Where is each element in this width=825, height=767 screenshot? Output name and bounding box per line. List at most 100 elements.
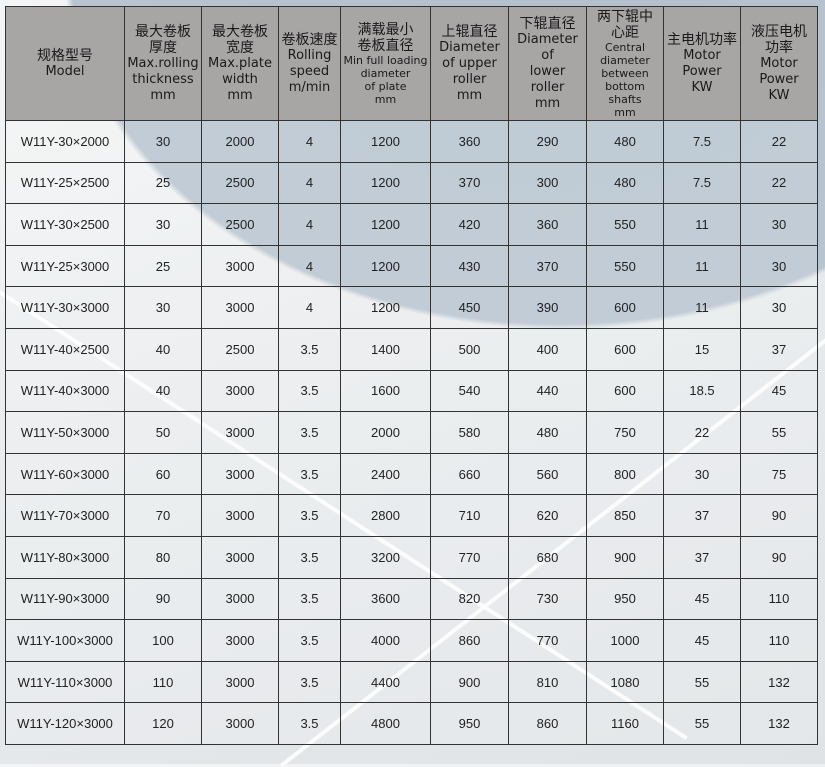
table-cell: 480 — [586, 161, 664, 205]
header-en: of — [541, 47, 554, 63]
table-cell: 370 — [430, 161, 509, 205]
table-cell: 3.5 — [278, 577, 341, 621]
table-cell: 30 — [740, 244, 818, 288]
table-cell: 3000 — [201, 286, 279, 329]
table-cell: 400 — [508, 327, 587, 371]
table-cell: 3000 — [201, 244, 279, 288]
spec-table: 规格型号 Model 最大卷板厚度 Max.rolling thickness mm 最大卷… — [5, 6, 818, 745]
table-row: W11Y-30×2500 30 2500 4 1200 420 360 550 11 30 — [5, 203, 818, 246]
table-cell: 390 — [508, 286, 587, 329]
table-cell: 100 — [124, 619, 202, 662]
table-cell: 300 — [508, 161, 587, 205]
table-row: W11Y-40×2500 40 2500 3.5 1400 500 400 600 15 37 — [5, 327, 818, 371]
header-en: diameter — [600, 53, 650, 67]
column-header: 最大卷板厚度 Max.rolling thickness mm — [124, 6, 202, 121]
table-cell: 3000 — [201, 660, 279, 704]
table-cell: 620 — [508, 494, 587, 537]
table-cell: 40 — [124, 327, 202, 371]
table-cell: 1400 — [340, 327, 431, 371]
column-header: 两下辊中心距 Central diameter between bottom shaft… — [586, 6, 664, 121]
table-cell: 37 — [740, 327, 818, 371]
table-cell: 25 — [124, 161, 202, 205]
table-cell: 810 — [508, 660, 587, 704]
table-cell: 730 — [508, 577, 587, 621]
table-cell: 3.5 — [278, 452, 341, 496]
header-en: Motor — [683, 47, 721, 63]
table-cell: 290 — [508, 120, 587, 163]
header-en: Diameter — [439, 39, 500, 55]
table-cell: 45 — [663, 619, 741, 662]
header-en: Min full loading — [343, 53, 428, 67]
table-cell: 430 — [430, 244, 509, 288]
table-cell: 1600 — [340, 369, 431, 413]
table-cell: 560 — [508, 452, 587, 496]
table-cell: 50 — [124, 411, 202, 454]
table-cell: 55 — [740, 411, 818, 454]
table-cell: 860 — [508, 702, 587, 745]
table-cell: 1200 — [340, 203, 431, 246]
table-cell: 90 — [740, 535, 818, 579]
column-header: 下辊直径 Diameter of lower roller mm — [508, 6, 587, 121]
table-cell: 600 — [586, 327, 664, 371]
table-cell: 750 — [586, 411, 664, 454]
table-cell: 2500 — [201, 161, 279, 205]
table-cell: 950 — [586, 577, 664, 621]
table-cell: 132 — [740, 702, 818, 745]
header-en: speed — [289, 63, 330, 79]
header-en: mm — [534, 95, 561, 111]
table-cell: 3000 — [201, 494, 279, 537]
header-en: Power — [682, 63, 722, 79]
header-zh: 下辊直径 — [519, 15, 576, 32]
table-cell: 550 — [586, 203, 664, 246]
column-header: 液压电机功率 Motor Power KW — [740, 6, 818, 121]
column-header: 规格型号 Model — [5, 6, 125, 121]
table-cell: 1200 — [340, 161, 431, 205]
table-cell: 4 — [278, 203, 341, 246]
table-cell: 3.5 — [278, 535, 341, 579]
header-en: m/min — [288, 79, 331, 95]
table-cell: W11Y-90×3000 — [5, 577, 125, 621]
table-cell: W11Y-40×3000 — [5, 369, 125, 413]
table-cell: W11Y-30×3000 — [5, 286, 125, 329]
table-cell: W11Y-25×3000 — [5, 244, 125, 288]
table-cell: 3.5 — [278, 494, 341, 537]
header-en: Model — [45, 63, 85, 79]
header-en: mm — [227, 87, 253, 103]
table-cell: 3.5 — [278, 660, 341, 704]
table-cell: 450 — [430, 286, 509, 329]
header-en: roller — [530, 79, 565, 95]
table-cell: 3.5 — [278, 327, 341, 371]
header-en: of upper — [442, 55, 497, 71]
header-en: Diameter — [517, 31, 578, 47]
header-zh: 两下辊中心距 — [597, 8, 653, 41]
table-cell: 55 — [663, 702, 741, 745]
table-cell: 40 — [124, 369, 202, 413]
table-cell: 2800 — [340, 494, 431, 537]
header-en: diameter — [360, 66, 411, 80]
table-cell: 25 — [124, 244, 202, 288]
table-cell: 60 — [124, 452, 202, 496]
table-cell: 4 — [278, 161, 341, 205]
table-cell: 55 — [663, 660, 741, 704]
table-cell: 2500 — [201, 203, 279, 246]
table-cell: 480 — [586, 120, 664, 163]
table-cell: 600 — [586, 369, 664, 413]
table-cell: W11Y-25×2500 — [5, 161, 125, 205]
table-row: W11Y-110×3000 110 3000 3.5 4400 900 810 1080 55 1… — [5, 660, 818, 704]
table-cell: 580 — [430, 411, 509, 454]
table-cell: 2000 — [201, 120, 279, 163]
header-en: roller — [452, 71, 487, 87]
table-cell: 4 — [278, 244, 341, 288]
table-row: W11Y-50×3000 50 3000 3.5 2000 580 480 750 22 55 — [5, 411, 818, 454]
table-cell: 3.5 — [278, 369, 341, 413]
table-cell: 550 — [586, 244, 664, 288]
header-en: mm — [614, 105, 636, 119]
table-cell: 770 — [508, 619, 587, 662]
table-cell: 800 — [586, 452, 664, 496]
table-cell: 950 — [430, 702, 509, 745]
header-zh: 满载最小卷板直径 — [357, 21, 414, 54]
table-cell: 1000 — [586, 619, 664, 662]
table-cell: 900 — [430, 660, 509, 704]
table-row: W11Y-80×3000 80 3000 3.5 3200 770 680 900 37 90 — [5, 535, 818, 579]
table-cell: 120 — [124, 702, 202, 745]
